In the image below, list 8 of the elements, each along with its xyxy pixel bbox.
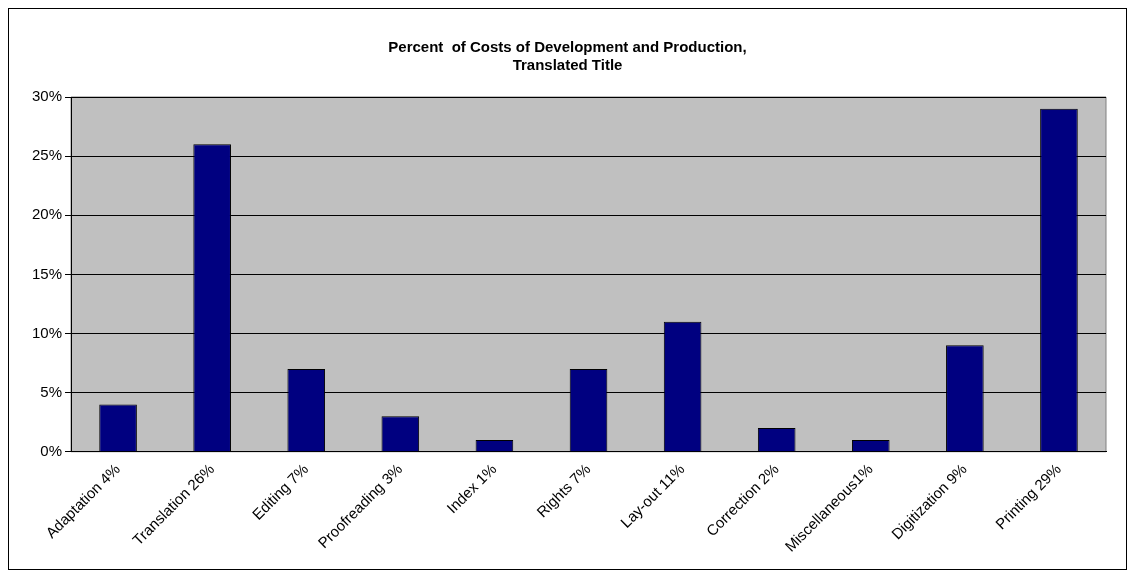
chart-title: Percent of Costs of Development and Production, Translated Title — [388, 38, 747, 74]
y-tick-label: 30% — [31, 87, 63, 105]
y-tick-label: 25% — [31, 146, 63, 164]
y-tick-label: 5% — [40, 382, 63, 400]
y-tick-label: 20% — [31, 205, 63, 223]
y-tick-label: 10% — [31, 323, 63, 341]
y-tick-label: 0% — [40, 441, 63, 459]
y-tick-label: 15% — [31, 264, 63, 282]
